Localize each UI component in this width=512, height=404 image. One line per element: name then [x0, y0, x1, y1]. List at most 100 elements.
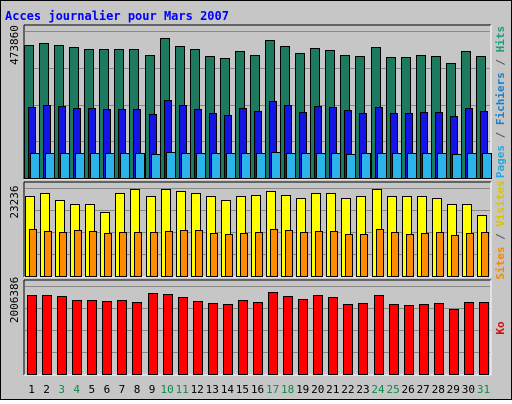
bar-ko-day-8 [132, 302, 142, 375]
legend-entry: / [494, 52, 507, 72]
x-tick-label-9: 9 [149, 383, 156, 396]
bar-pages-day-9 [151, 154, 161, 179]
x-tick-label-20: 20 [311, 383, 324, 396]
series-sites [29, 229, 489, 277]
x-tick-label-12: 12 [191, 383, 204, 396]
legend-entry: Hits [494, 26, 507, 53]
x-tick-label-18: 18 [281, 383, 294, 396]
x-tick-label-22: 22 [341, 383, 354, 396]
panel-traffic: 473860 Pages / Fichiers / Hits [8, 24, 507, 180]
x-tick-label-30: 30 [462, 383, 475, 396]
series-fichiers [28, 100, 488, 179]
bar-sites-day-20 [315, 231, 323, 277]
bar-sites-day-25 [391, 232, 399, 277]
x-tick-label-23: 23 [356, 383, 369, 396]
bar-ko-day-12 [193, 301, 203, 375]
bar-ko-day-14 [223, 304, 233, 375]
bar-sites-day-2 [44, 231, 52, 277]
bar-sites-day-15 [240, 233, 248, 277]
x-tick-label-27: 27 [417, 383, 430, 396]
bar-ko-day-19 [298, 299, 308, 375]
bar-pages-day-21 [331, 153, 341, 179]
bar-pages-day-5 [90, 153, 100, 179]
bar-pages-day-18 [286, 153, 296, 179]
panel-visits: 23236 Sites / Visites [8, 180, 507, 279]
bar-ko-day-25 [389, 304, 399, 375]
bar-sites-day-13 [210, 233, 218, 277]
bar-sites-day-12 [195, 230, 203, 277]
bar-pages-day-25 [392, 153, 402, 179]
x-tick-label-19: 19 [296, 383, 309, 396]
bar-ko-day-26 [404, 305, 414, 375]
bar-pages-day-10 [166, 152, 176, 179]
bar-sites-day-18 [285, 230, 293, 277]
x-tick-label-25: 25 [386, 383, 399, 396]
bar-pages-day-1 [30, 153, 40, 179]
x-tick-label-24: 24 [371, 383, 385, 396]
bar-sites-day-9 [150, 232, 158, 277]
bar-ko-day-13 [208, 303, 218, 375]
bar-sites-day-28 [436, 232, 444, 277]
bar-pages-day-30 [467, 153, 477, 179]
x-tick-label-17: 17 [266, 383, 279, 396]
x-tick-label-3: 3 [58, 383, 65, 396]
bar-pages-day-27 [422, 153, 432, 179]
x-tick-label-16: 16 [251, 383, 264, 396]
bar-pages-day-8 [135, 153, 145, 179]
legend-entry: / [494, 125, 507, 145]
bar-sites-day-22 [345, 234, 353, 277]
chart-title: Acces journalier pour Mars 2007 [5, 9, 229, 23]
bar-sites-day-17 [270, 229, 278, 277]
bar-sites-day-10 [165, 231, 173, 277]
x-tick-label-7: 7 [119, 383, 126, 396]
bar-sites-day-7 [119, 232, 127, 277]
x-tick-label-5: 5 [88, 383, 95, 396]
panel-volume: 2006386 Ko [8, 277, 507, 376]
bar-ko-day-2 [42, 295, 52, 375]
bar-ko-day-17 [268, 292, 278, 375]
x-tick-label-6: 6 [104, 383, 111, 396]
bar-sites-day-19 [300, 232, 308, 277]
series-ko [27, 292, 489, 375]
bar-ko-day-4 [72, 300, 82, 375]
x-tick-label-14: 14 [221, 383, 235, 396]
bar-sites-day-3 [59, 232, 67, 277]
x-tick-label-2: 2 [43, 383, 50, 396]
legend-entry: Sites [494, 247, 507, 280]
bar-ko-day-11 [178, 297, 188, 375]
x-tick-label-28: 28 [432, 383, 445, 396]
series-legend-visits: Sites / Visites [494, 180, 507, 279]
x-axis-day-labels: 1 2 3 4 5 6 7 8 9 10 11 12 13 14 15 16 17 18 19 20 21 22 23 24 2… [28, 383, 490, 396]
bar-ko-day-5 [87, 300, 97, 375]
bar-sites-day-1 [29, 229, 37, 277]
legend-entry: Fichiers [494, 72, 507, 125]
bar-ko-day-1 [27, 295, 37, 375]
bar-pages-day-2 [45, 153, 55, 179]
bar-pages-day-4 [75, 153, 85, 179]
bar-pages-day-29 [452, 154, 462, 179]
legend-entry: Ko [494, 321, 507, 335]
bar-sites-day-6 [104, 233, 112, 277]
bar-ko-day-16 [253, 302, 263, 375]
bar-ko-day-31 [479, 302, 489, 375]
bar-sites-day-24 [376, 229, 384, 277]
bar-sites-day-30 [466, 233, 474, 277]
series-legend-traffic: Pages / Fichiers / Hits [494, 26, 507, 178]
x-tick-label-4: 4 [73, 383, 80, 396]
bar-ko-day-27 [419, 304, 429, 375]
legend-entry: Visites [494, 180, 507, 226]
bar-pages-day-11 [181, 153, 191, 179]
bar-pages-day-16 [256, 153, 266, 179]
chart-panels: 473860 Pages / Fichiers / Hits 23236 Sites … [8, 24, 507, 376]
x-tick-label-11: 11 [176, 383, 189, 396]
bar-ko-day-28 [434, 303, 444, 375]
x-tick-label-1: 1 [28, 383, 35, 396]
bar-pages-day-22 [346, 154, 356, 179]
bar-pages-day-23 [361, 153, 371, 179]
x-tick-label-10: 10 [160, 383, 173, 396]
bar-sites-day-23 [360, 234, 368, 277]
bar-sites-day-29 [451, 235, 459, 277]
bar-pages-day-20 [316, 153, 326, 179]
